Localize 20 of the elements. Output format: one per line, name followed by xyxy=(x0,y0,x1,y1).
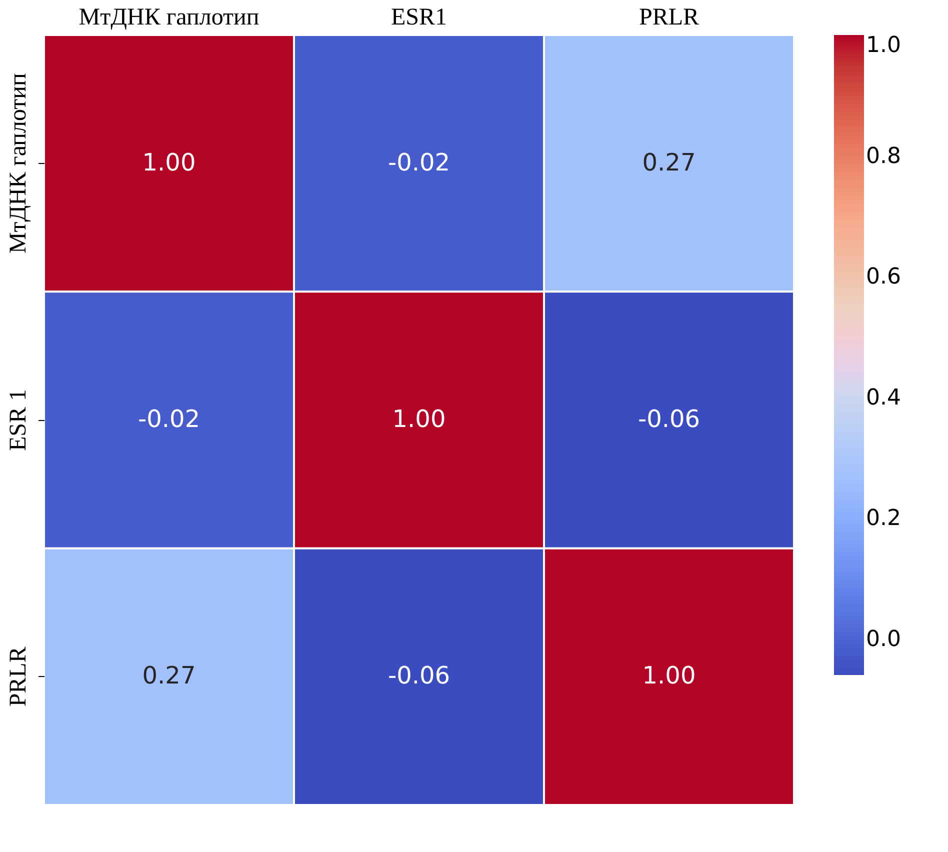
x-tick-label: ESR1 xyxy=(390,4,448,30)
x-tick-label: PRLR xyxy=(638,4,700,30)
x-tick-label: МтДНК гаплотип xyxy=(78,4,260,30)
y-tick-label: ESR 1 xyxy=(6,388,32,452)
color-bar-label: 1.0 xyxy=(866,33,901,58)
data-label: 0.27 xyxy=(642,148,696,176)
data-label: 1.00 xyxy=(392,405,446,433)
color-bar-label: 0.2 xyxy=(866,506,901,532)
data-label: -0.02 xyxy=(388,148,450,176)
y-tick-label: PRLR xyxy=(6,646,32,707)
data-label: -0.06 xyxy=(638,405,700,433)
data-label: 1.00 xyxy=(642,662,696,690)
data-label: 1.00 xyxy=(142,148,196,176)
color-bar-label: 0.8 xyxy=(866,144,901,169)
color-bar-label: 0.4 xyxy=(866,385,901,410)
data-label: 0.27 xyxy=(142,662,196,690)
data-label: -0.02 xyxy=(138,405,200,433)
color-bar-label: 0.0 xyxy=(866,626,901,652)
data-label: -0.06 xyxy=(388,662,450,690)
color-bar-label: 0.6 xyxy=(866,264,901,290)
